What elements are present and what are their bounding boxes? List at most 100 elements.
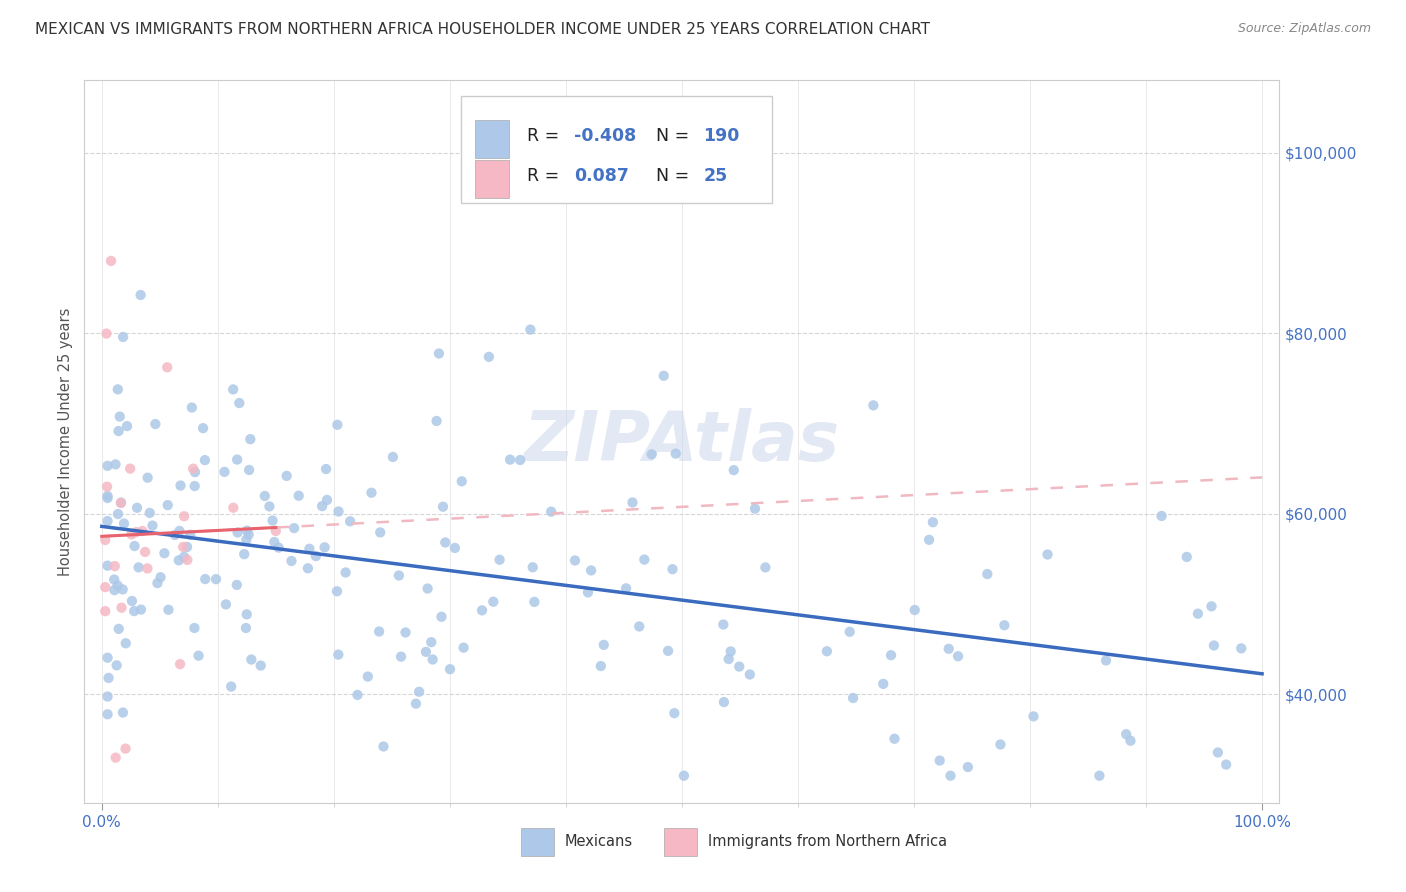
Point bbox=[471, 603, 494, 617]
Point bbox=[1202, 639, 1225, 653]
Point bbox=[110, 600, 132, 615]
Point bbox=[657, 644, 679, 658]
Point bbox=[219, 680, 242, 694]
Point bbox=[368, 624, 391, 639]
Point bbox=[191, 421, 214, 435]
Point bbox=[187, 648, 209, 663]
Point bbox=[236, 524, 259, 538]
Point bbox=[415, 645, 437, 659]
Point bbox=[499, 452, 522, 467]
Point bbox=[883, 731, 905, 746]
FancyBboxPatch shape bbox=[461, 96, 772, 203]
Point bbox=[226, 525, 249, 540]
Text: Mexicans: Mexicans bbox=[565, 834, 633, 848]
Point bbox=[564, 553, 586, 567]
Point bbox=[360, 485, 382, 500]
Point bbox=[125, 500, 148, 515]
Point bbox=[128, 560, 150, 574]
Point bbox=[389, 649, 412, 664]
Point bbox=[711, 617, 734, 632]
Point bbox=[97, 458, 120, 473]
Point bbox=[97, 690, 120, 704]
Point bbox=[1187, 607, 1209, 621]
Point bbox=[946, 649, 969, 664]
Point bbox=[357, 669, 380, 683]
Point bbox=[136, 471, 159, 485]
Point bbox=[904, 603, 927, 617]
Point bbox=[993, 618, 1015, 632]
Point bbox=[129, 288, 152, 302]
Point bbox=[305, 549, 328, 563]
Point bbox=[621, 495, 644, 509]
Point bbox=[713, 695, 735, 709]
Point bbox=[176, 540, 198, 554]
Point bbox=[427, 346, 450, 360]
Point bbox=[1036, 548, 1059, 562]
Point bbox=[214, 465, 236, 479]
Point bbox=[346, 688, 368, 702]
Point bbox=[862, 398, 884, 412]
Text: Immigrants from Northern Africa: Immigrants from Northern Africa bbox=[709, 834, 948, 848]
Point bbox=[103, 573, 125, 587]
Point bbox=[509, 453, 531, 467]
Point bbox=[107, 578, 129, 592]
Point bbox=[264, 524, 287, 538]
Point bbox=[938, 641, 960, 656]
Point bbox=[672, 769, 695, 783]
Point bbox=[100, 253, 122, 268]
Point bbox=[169, 524, 191, 538]
Text: ZIPAtlas: ZIPAtlas bbox=[524, 408, 839, 475]
Point bbox=[1230, 641, 1253, 656]
Point bbox=[589, 659, 612, 673]
Point bbox=[738, 667, 761, 681]
Point bbox=[592, 638, 614, 652]
Point bbox=[169, 657, 191, 672]
Point bbox=[104, 750, 127, 764]
Point bbox=[1150, 508, 1173, 523]
Point bbox=[326, 417, 349, 432]
Point bbox=[640, 447, 662, 461]
Point bbox=[283, 521, 305, 535]
Point bbox=[339, 514, 361, 528]
Point bbox=[112, 516, 135, 531]
Point bbox=[723, 463, 745, 477]
Point bbox=[129, 602, 152, 616]
Point bbox=[124, 539, 146, 553]
FancyBboxPatch shape bbox=[475, 161, 509, 198]
Point bbox=[157, 603, 180, 617]
Point bbox=[163, 528, 186, 542]
Point bbox=[439, 662, 461, 676]
Point bbox=[239, 432, 262, 446]
Point bbox=[167, 553, 190, 567]
Point bbox=[114, 741, 136, 756]
Point bbox=[311, 499, 333, 513]
Point bbox=[276, 468, 298, 483]
Point bbox=[426, 414, 449, 428]
Point bbox=[226, 452, 249, 467]
Point bbox=[107, 424, 129, 438]
Point bbox=[181, 461, 204, 475]
Point bbox=[990, 738, 1012, 752]
Y-axis label: Householder Income Under 25 years: Householder Income Under 25 years bbox=[58, 308, 73, 575]
Point bbox=[420, 635, 443, 649]
Point bbox=[153, 546, 176, 560]
Point bbox=[405, 697, 427, 711]
Point bbox=[249, 658, 271, 673]
Point bbox=[754, 560, 776, 574]
Point bbox=[316, 492, 339, 507]
Point bbox=[450, 475, 472, 489]
Point bbox=[287, 489, 309, 503]
Point bbox=[115, 419, 138, 434]
Point bbox=[107, 507, 129, 521]
Point bbox=[97, 558, 120, 573]
Point bbox=[297, 561, 319, 575]
Point bbox=[267, 541, 290, 555]
Point bbox=[422, 652, 444, 666]
Point bbox=[842, 691, 865, 706]
Point bbox=[664, 706, 686, 721]
Point bbox=[105, 658, 128, 673]
Point bbox=[432, 500, 454, 514]
Point bbox=[183, 621, 205, 635]
Point bbox=[125, 525, 148, 540]
Point bbox=[259, 500, 281, 514]
